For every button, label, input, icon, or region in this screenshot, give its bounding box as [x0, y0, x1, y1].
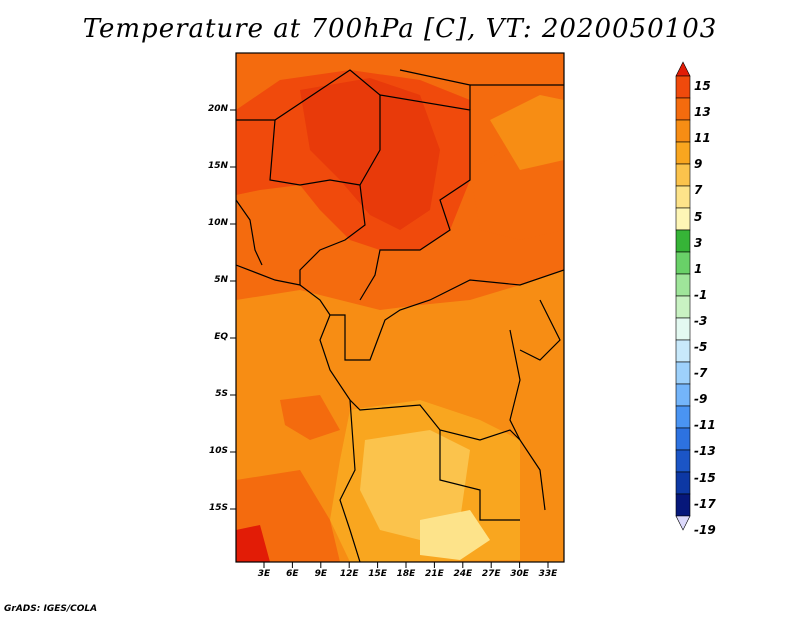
colorbar-label: -13: [694, 444, 716, 459]
colorbar-segment: [675, 119, 691, 143]
lat-tick-label: 10S: [208, 446, 228, 456]
latitude-ticks: [230, 109, 236, 510]
lat-tick-label: EQ: [214, 332, 228, 342]
colorbar-label: 13: [694, 105, 711, 120]
colorbar-segment: [675, 317, 691, 341]
colorbar-label: 7: [694, 183, 703, 198]
lon-tick-label: 30E: [510, 569, 529, 579]
colorbar-label: 5: [694, 209, 703, 224]
lon-tick-label: 3E: [257, 569, 271, 579]
colorbar-segment: [675, 339, 691, 363]
country-borders: [236, 69, 564, 562]
colorbar-segment: [675, 273, 691, 297]
lon-tick-label: 12E: [339, 569, 359, 579]
colorbar-segment: [675, 361, 691, 385]
colorbar-label: -5: [694, 340, 708, 354]
colorbar-segment: [675, 75, 691, 99]
colorbar-max-arrow: [675, 61, 691, 77]
colorbar-min-arrow: [675, 515, 691, 531]
colorbar-segment: [675, 295, 691, 319]
grads-credit: GrADS: IGES/COLA: [4, 604, 98, 614]
colorbar-label: 1: [694, 261, 703, 276]
colorbar-segment: [675, 141, 691, 165]
colorbar-segment: [675, 471, 691, 495]
colorbar-segment: [675, 251, 691, 275]
temperature-field: [236, 53, 564, 562]
lon-tick-label: 27E: [481, 569, 501, 579]
colorbar-segment: [675, 449, 691, 473]
lon-tick-label: 21E: [425, 569, 444, 579]
map-frame: [235, 52, 565, 563]
colorbar-label: -7: [694, 366, 708, 381]
lat-tick-label: 15S: [208, 503, 228, 513]
colorbar-segment: [675, 383, 691, 407]
colorbar-segment: [675, 427, 691, 451]
figure-title: Temperature at 700hPa [C], VT: 202005010…: [82, 14, 718, 44]
colorbar-label: -15: [694, 470, 716, 485]
longitude-ticks: [263, 562, 549, 568]
colorbar-segment: [675, 229, 691, 253]
lat-tick-label: 5N: [214, 275, 228, 285]
lon-tick-label: 9E: [314, 569, 327, 579]
colorbar-segment: [675, 163, 691, 187]
colorbar-segment: [675, 97, 691, 121]
colorbar-label: -17: [694, 496, 716, 511]
colorbar-segment: [675, 207, 691, 231]
lon-tick-label: 15E: [368, 569, 387, 579]
lat-tick-label: 20N: [207, 104, 228, 114]
colorbar-segment: [675, 493, 691, 517]
colorbar-segment: [675, 405, 691, 429]
colorbar-label: 11: [694, 131, 711, 146]
colorbar-label: 9: [694, 157, 703, 172]
colorbar-label: -19: [694, 522, 716, 537]
lon-tick-label: 6E: [286, 569, 299, 579]
lon-tick-label: 33E: [538, 569, 558, 579]
colorbar-label: 3: [694, 235, 703, 250]
colorbar-label: -11: [694, 418, 716, 433]
lon-tick-label: 18E: [396, 569, 416, 579]
lat-tick-label: 5S: [215, 389, 228, 399]
lat-tick-label: 10N: [207, 218, 228, 228]
lon-tick-label: 24E: [453, 569, 473, 579]
colorbar: [675, 61, 691, 531]
colorbar-label: 15: [694, 79, 711, 93]
colorbar-label: -1: [694, 287, 708, 302]
lat-tick-label: 15N: [207, 161, 228, 171]
colorbar-label: -9: [694, 392, 708, 407]
colorbar-segment: [675, 185, 691, 209]
colorbar-label: -3: [694, 313, 708, 328]
